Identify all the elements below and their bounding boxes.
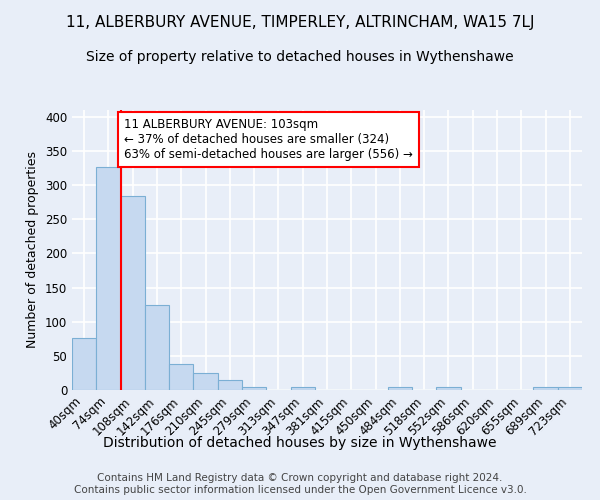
Text: Size of property relative to detached houses in Wythenshawe: Size of property relative to detached ho… — [86, 50, 514, 64]
Bar — [436, 388, 461, 390]
Bar — [242, 388, 266, 390]
Bar — [96, 168, 121, 390]
Bar — [193, 373, 218, 390]
Text: 11 ALBERBURY AVENUE: 103sqm
← 37% of detached houses are smaller (324)
63% of se: 11 ALBERBURY AVENUE: 103sqm ← 37% of det… — [124, 118, 413, 161]
Bar — [290, 388, 315, 390]
Text: 11, ALBERBURY AVENUE, TIMPERLEY, ALTRINCHAM, WA15 7LJ: 11, ALBERBURY AVENUE, TIMPERLEY, ALTRINC… — [66, 15, 534, 30]
Bar — [72, 338, 96, 390]
Bar — [121, 196, 145, 390]
Bar — [388, 386, 412, 390]
Text: Contains HM Land Registry data © Crown copyright and database right 2024.
Contai: Contains HM Land Registry data © Crown c… — [74, 474, 526, 495]
Y-axis label: Number of detached properties: Number of detached properties — [26, 152, 40, 348]
Bar — [533, 388, 558, 390]
Bar — [218, 380, 242, 390]
Bar — [169, 364, 193, 390]
Text: Distribution of detached houses by size in Wythenshawe: Distribution of detached houses by size … — [103, 436, 497, 450]
Bar — [558, 388, 582, 390]
Bar — [145, 306, 169, 390]
